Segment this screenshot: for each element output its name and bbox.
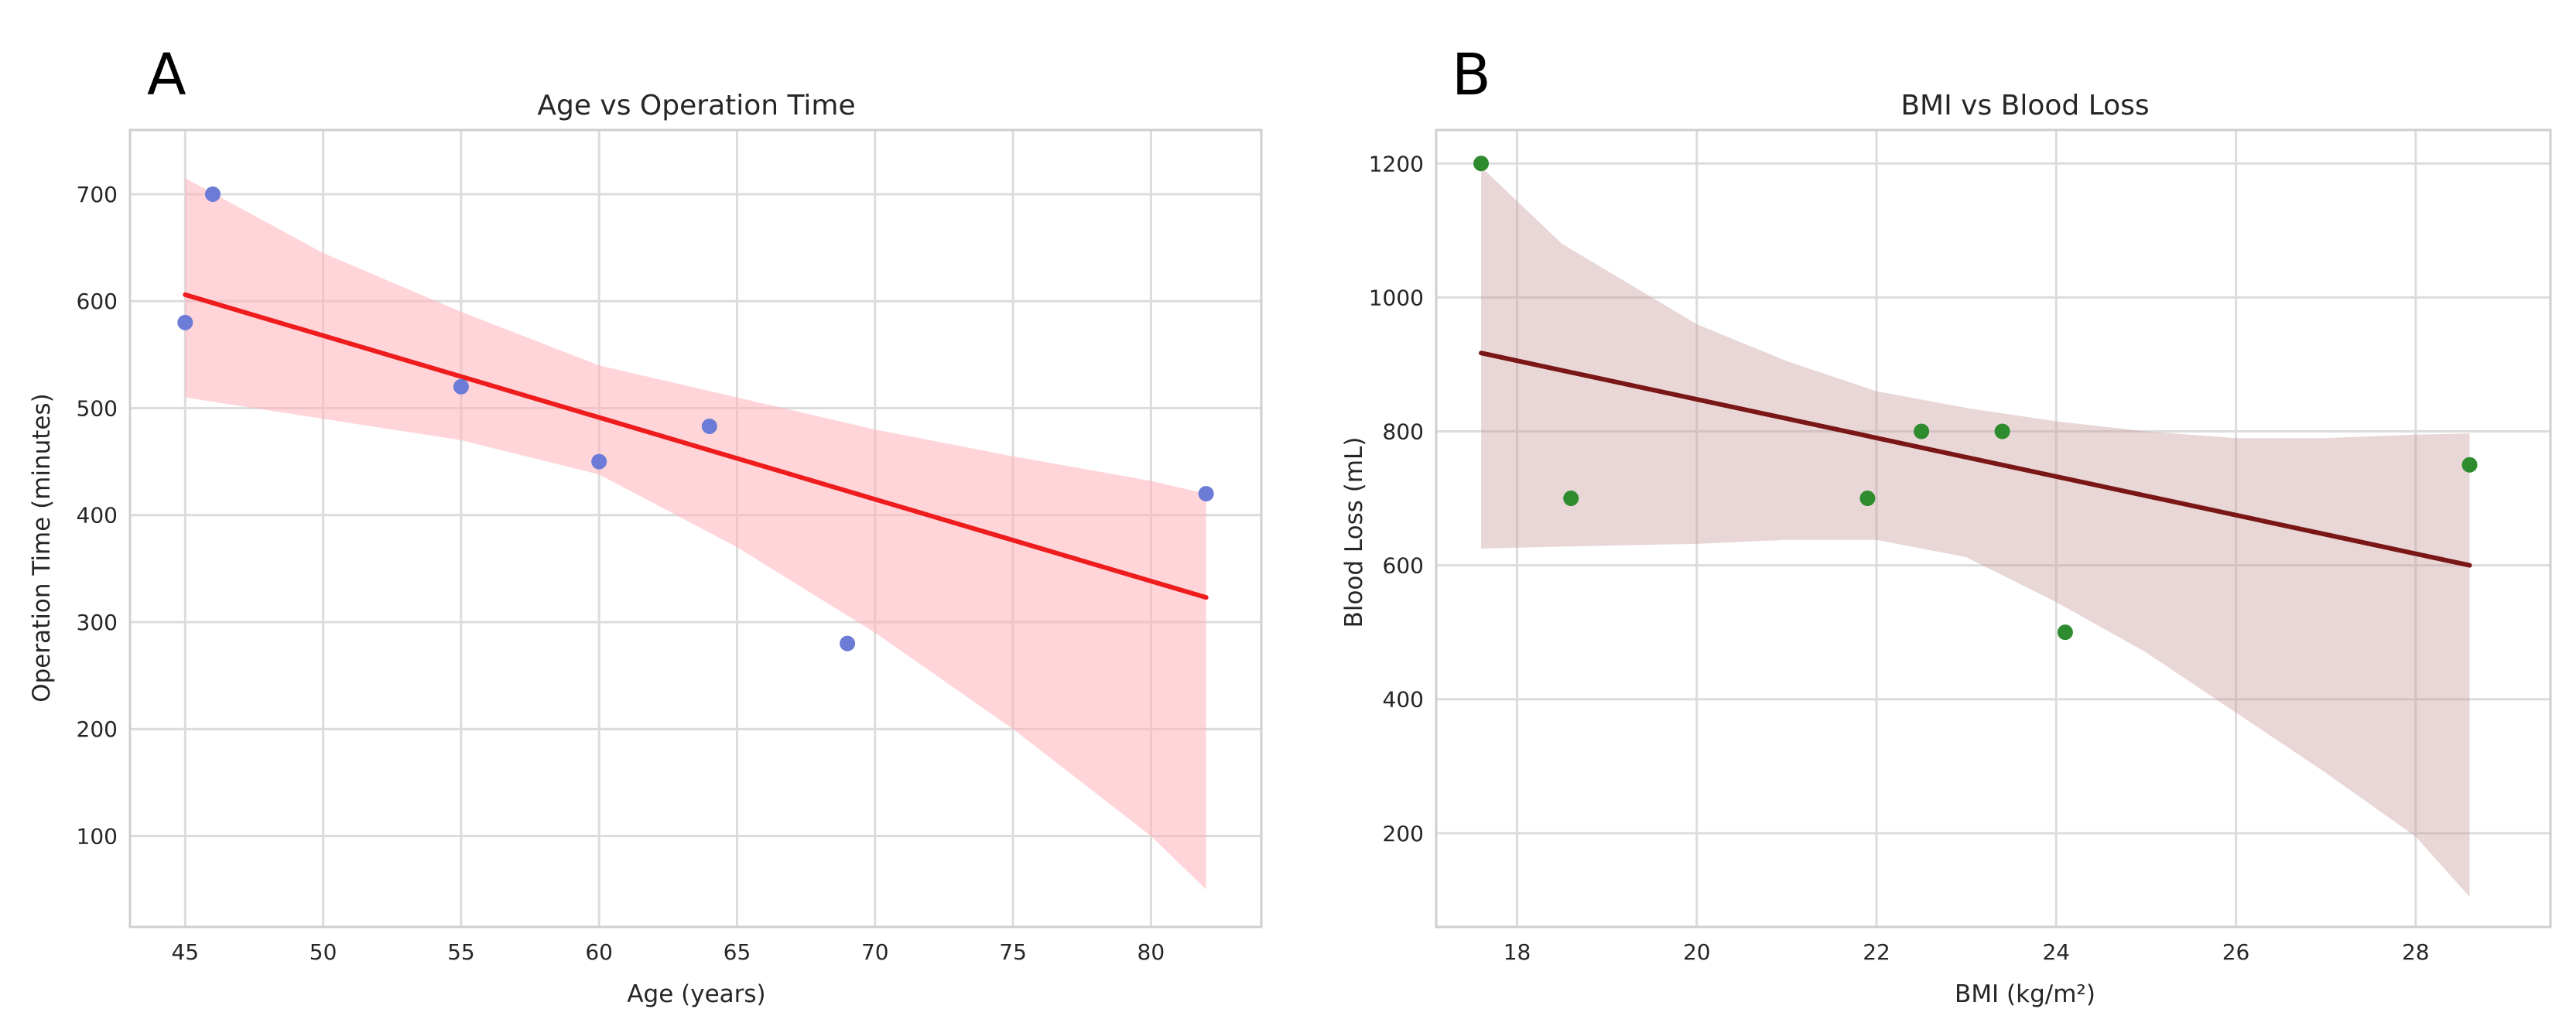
y-tick-label: 1200 [1369,151,1424,176]
x-tick-label: 28 [2402,939,2430,965]
plot-frame-b [1435,128,2552,929]
regression-line [1479,351,2472,568]
x-axis-label-b: BMI (kg/m²) [1955,980,2095,1008]
chart-title-a: Age vs Operation Time [537,90,855,121]
x-tick-label: 60 [585,939,613,965]
chart-panel-a: A Age vs Operation Time Age (years) Oper… [28,42,1263,1008]
y-tick-label: 600 [1383,553,1424,579]
data-point [1859,491,1876,507]
plot-area-a [128,128,1263,929]
chart-title-b: BMI vs Blood Loss [1900,90,2149,121]
chart-panel-b: B BMI vs Blood Loss BMI (kg/m²) Blood Lo… [1340,42,2552,1008]
data-point [1563,491,1579,507]
y-tick-label: 100 [77,823,118,849]
y-tick-label: 700 [77,182,118,207]
data-point [1994,423,2010,439]
y-axis-label-b: Blood Loss (mL) [1340,437,1368,628]
confidence-band [185,178,1206,890]
y-axis-label-a: Operation Time (minutes) [28,393,56,703]
x-tick-label: 65 [724,939,751,965]
y-tick-label: 200 [1383,821,1424,846]
y-tick-label: 400 [77,503,118,528]
plot-background-b [1436,130,2550,927]
x-tick-label: 75 [999,939,1027,965]
plot-area-b [1435,128,2552,929]
y-tick-label: 600 [77,289,118,314]
y-tick-label: 200 [77,716,118,742]
confidence-band [1481,166,2470,898]
plot-frame-a [128,128,1263,929]
data-point [840,635,856,652]
data-point [204,186,221,202]
data-point [1914,423,1930,439]
y-tick-label: 300 [77,610,118,635]
y-tick-label: 800 [1383,419,1424,444]
panel-label-b: B [1452,42,1491,108]
x-tick-label: 22 [1863,939,1890,965]
data-point [453,378,469,395]
x-axis-label-a: Age (years) [627,980,765,1008]
data-point [591,453,607,470]
x-tick-label: 80 [1137,939,1165,965]
panel-label-a: A [147,42,186,108]
data-point [1198,486,1214,502]
x-tick-label: 20 [1683,939,1711,965]
data-point [2057,624,2073,641]
x-tick-label: 18 [1504,939,1531,965]
x-tick-label: 45 [171,939,199,965]
x-tick-label: 55 [447,939,475,965]
data-point [177,314,193,330]
data-point [701,418,717,434]
x-tick-label: 50 [310,939,337,965]
regression-line [183,292,1209,600]
data-point [1473,156,1490,172]
y-tick-label: 1000 [1369,285,1424,310]
x-tick-label: 70 [861,939,889,965]
y-tick-label: 400 [1383,687,1424,713]
x-tick-label: 26 [2222,939,2250,965]
data-point [2461,457,2478,473]
x-tick-label: 24 [2042,939,2070,965]
y-tick-label: 500 [77,395,118,421]
